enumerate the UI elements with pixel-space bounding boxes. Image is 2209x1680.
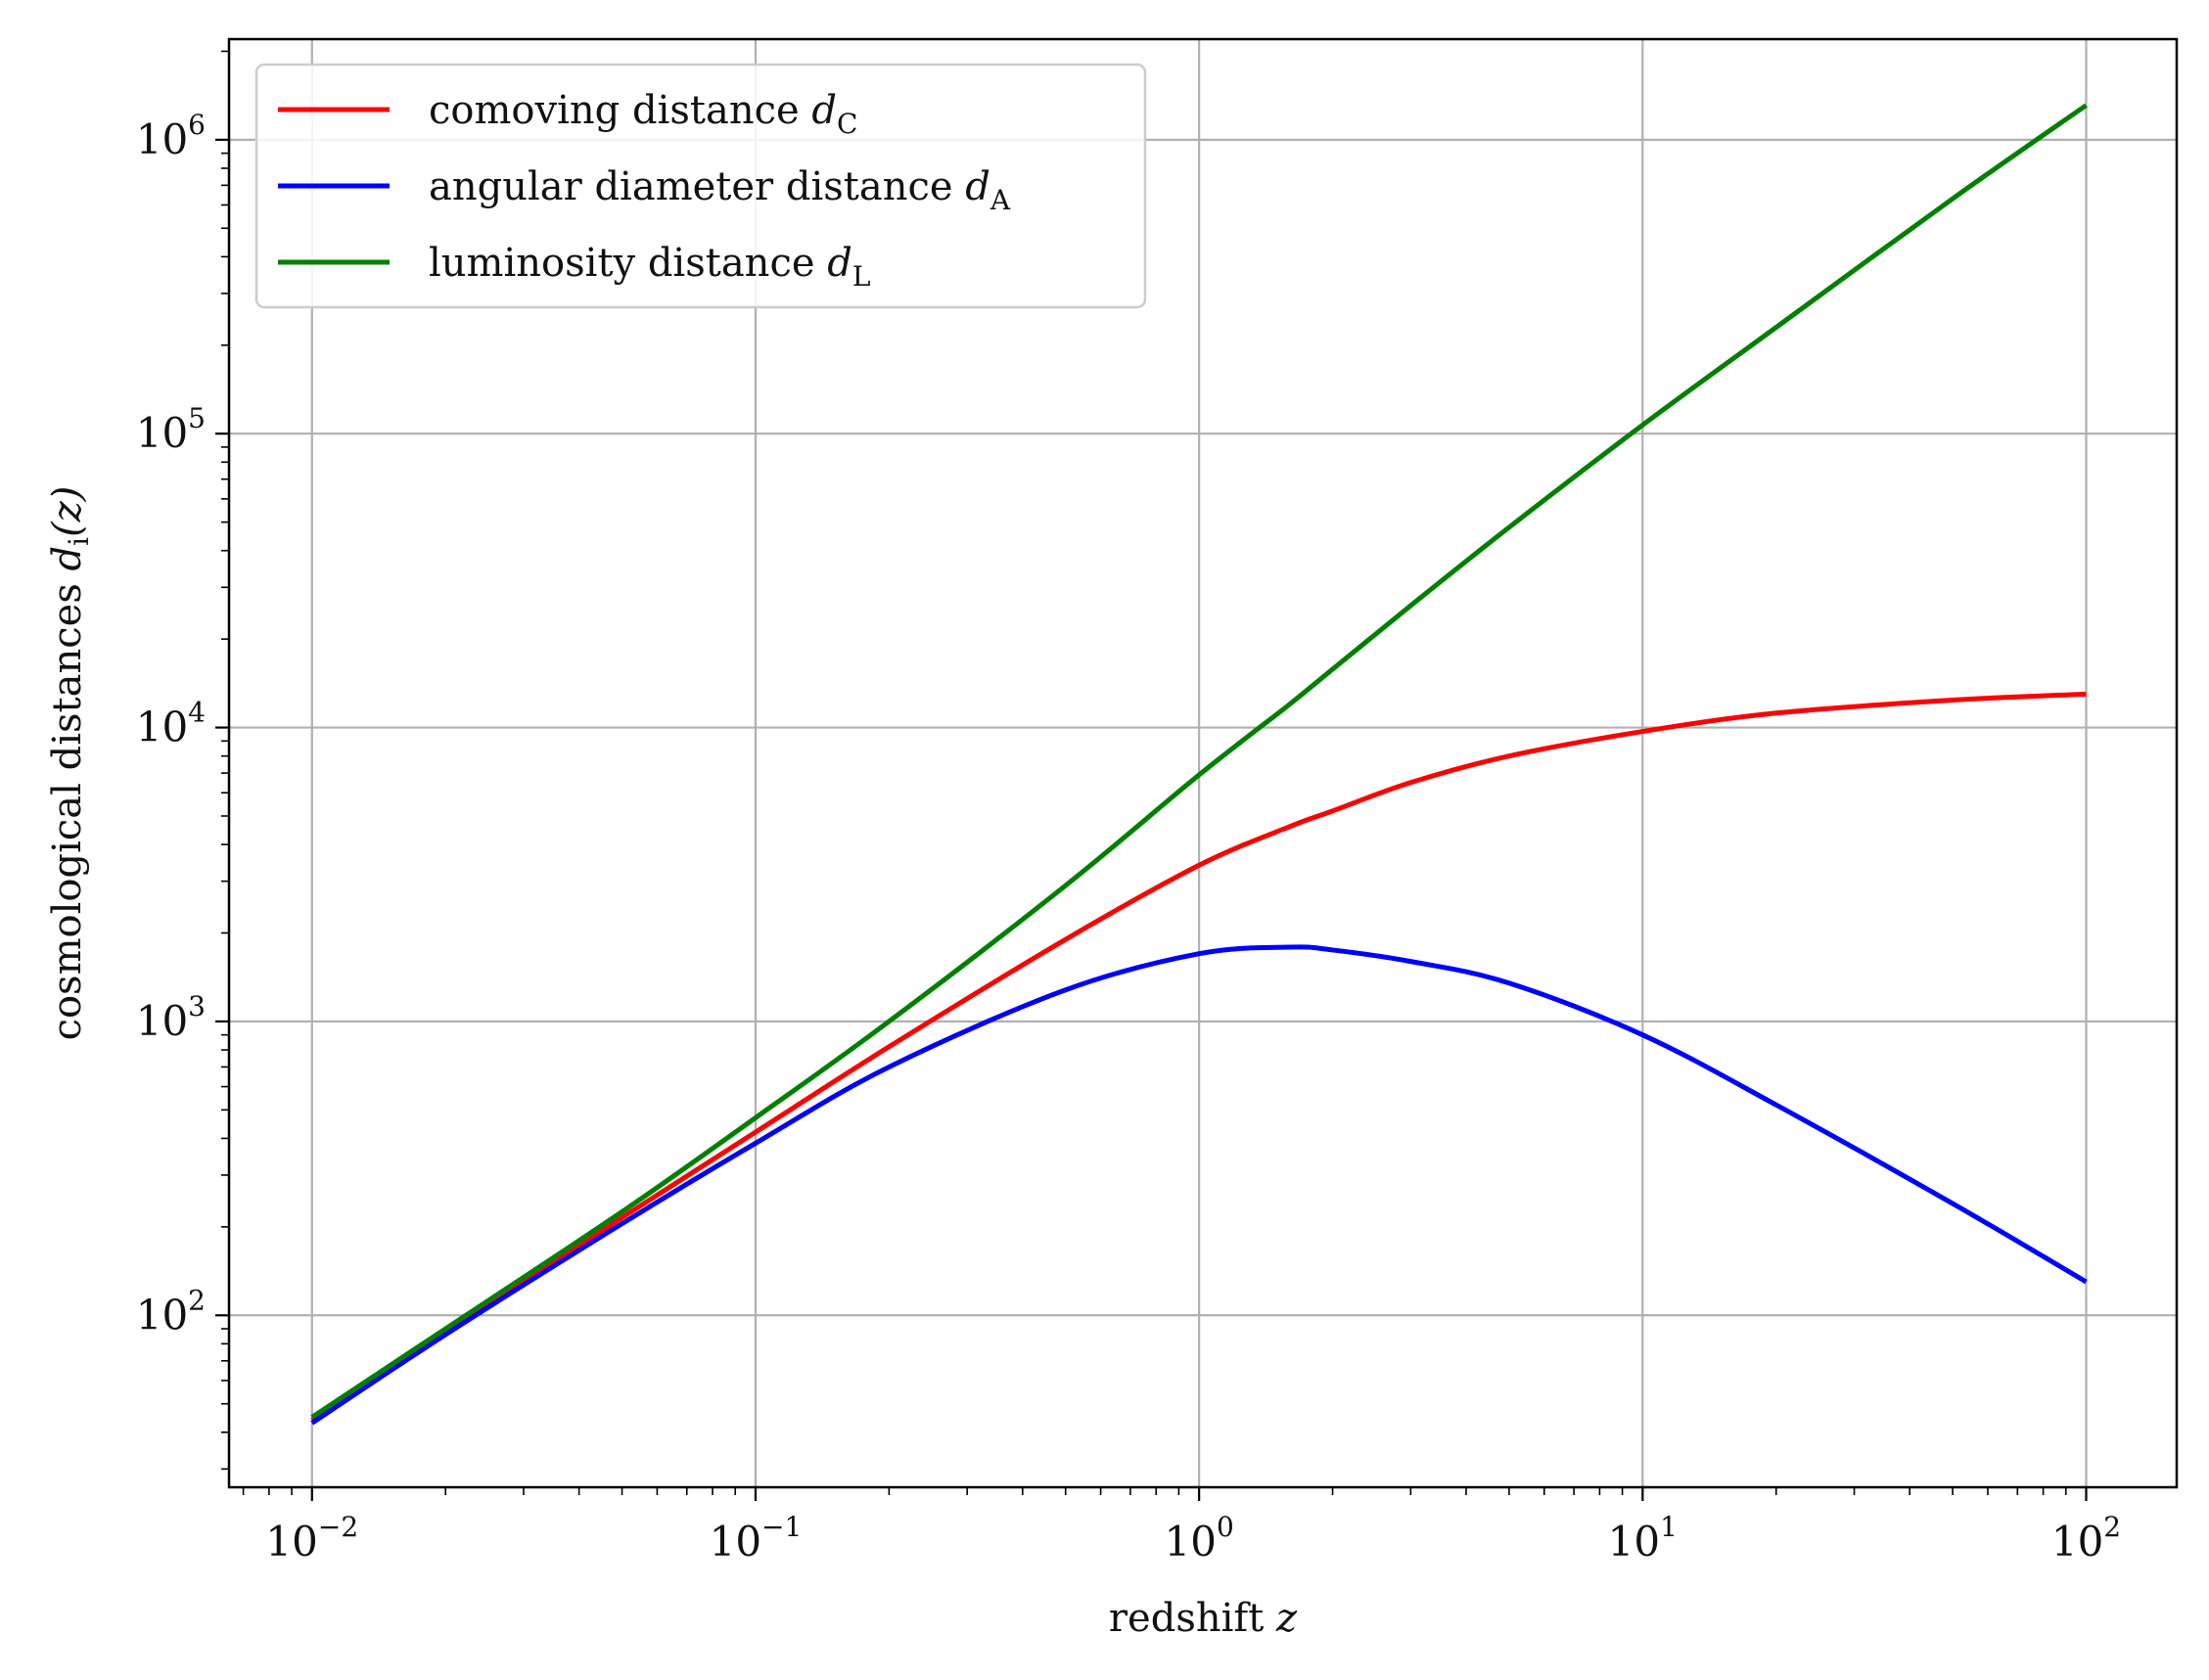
x-tick-label: 10−2 (265, 1511, 358, 1566)
y-tick-label: 103 (136, 990, 206, 1045)
series-layer (310, 103, 2088, 1426)
y-tick-label: 106 (136, 109, 206, 163)
ticks: 10−2 10−1 100 101 102 102 103 104 105 106 (136, 50, 2121, 1566)
grid (229, 39, 2177, 1487)
x-tick-label: 10−1 (710, 1511, 803, 1566)
legend-box (254, 63, 1147, 309)
x-tick-label: 100 (1164, 1511, 1233, 1566)
legend: comoving distance dC angular diameter dis… (254, 63, 1147, 309)
y-tick-label: 102 (136, 1284, 206, 1339)
legend-label: angular diameter distance dA (429, 164, 1011, 216)
y-tick-label: 104 (136, 697, 206, 751)
y-tick-label: 105 (136, 402, 206, 457)
y-axis-label: cosmological distances di(z) (45, 486, 95, 1041)
x-tick-label: 102 (2051, 1511, 2121, 1566)
x-tick-label: 101 (1608, 1511, 1678, 1566)
legend-label: comoving distance dC (429, 88, 857, 140)
series-line-A (310, 944, 2088, 1426)
x-axis-label: redshift z (1109, 1596, 1298, 1641)
plot-frame (227, 37, 2179, 1489)
legend-label: luminosity distance dL (429, 241, 870, 293)
series-line-L (310, 103, 2088, 1420)
series-line-C (310, 691, 2087, 1423)
